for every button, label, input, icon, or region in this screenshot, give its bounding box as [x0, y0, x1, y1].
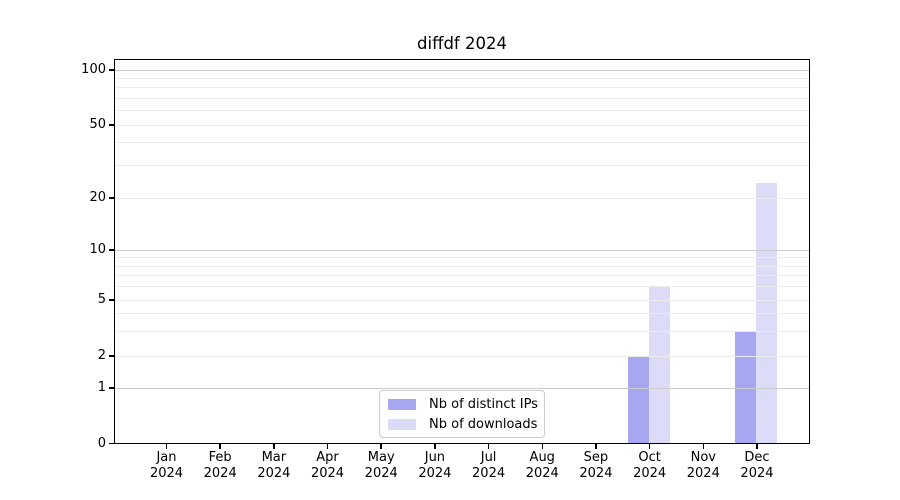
gridlines-layer: [115, 60, 809, 443]
x-tick-label: Oct 2024: [618, 450, 682, 482]
gridline-y-1: [115, 388, 809, 389]
x-tick-label: Nov 2024: [671, 450, 735, 482]
x-label-month: May: [367, 450, 395, 465]
gridline-y-80: [115, 87, 809, 88]
x-tick-jun: [434, 444, 436, 449]
y-tick-1: [109, 387, 114, 389]
y-tick-label: 1: [97, 380, 106, 395]
x-label-month: Apr: [316, 450, 339, 465]
gridline-y-5: [115, 300, 809, 301]
gridline-y-30: [115, 165, 809, 166]
y-tick-50: [109, 124, 114, 126]
y-tick-label: 50: [89, 117, 106, 132]
x-tick-jan: [165, 444, 168, 449]
bar-distinct-ips: [735, 330, 757, 443]
gridline-y-60: [115, 110, 809, 111]
y-tick-label: 10: [89, 242, 106, 257]
x-tick-label: Sep 2024: [564, 450, 628, 482]
x-label-year: 2024: [418, 466, 452, 481]
x-label-year: 2024: [364, 466, 398, 481]
x-label-month: Jan: [156, 450, 177, 465]
x-label-year: 2024: [579, 466, 613, 481]
gridline-y-9: [115, 257, 809, 258]
x-tick-label: Jul 2024: [457, 450, 521, 482]
x-label-month: Oct: [638, 450, 661, 465]
x-tick-feb: [219, 444, 221, 449]
x-label-month: Sep: [583, 450, 609, 465]
y-tick-10: [109, 249, 114, 251]
x-label-year: 2024: [686, 466, 720, 481]
x-label-month: Nov: [690, 450, 716, 465]
y-tick-label: 20: [89, 190, 106, 205]
gridline-y-20: [115, 198, 809, 199]
gridline-y-100: [115, 70, 809, 71]
gridline-y-10: [115, 250, 809, 251]
legend-swatch: [388, 398, 416, 410]
x-tick-label: Feb 2024: [188, 450, 252, 482]
x-label-month: Feb: [208, 450, 232, 465]
gridline-y-6: [115, 286, 809, 287]
x-label-year: 2024: [472, 466, 506, 481]
y-tick-0: [109, 442, 114, 445]
x-tick-label: Jun 2024: [403, 450, 467, 482]
legend-swatch: [388, 418, 416, 430]
x-tick-dec: [756, 444, 758, 449]
x-tick-label: Jan 2024: [135, 450, 199, 482]
x-label-year: 2024: [203, 466, 237, 481]
x-tick-mar: [273, 444, 275, 449]
y-tick-label: 2: [97, 348, 106, 363]
x-tick-nov: [702, 444, 705, 449]
x-tick-label: Aug 2024: [510, 450, 574, 482]
x-label-year: 2024: [525, 466, 559, 481]
gridline-y-40: [115, 142, 809, 143]
bar-downloads: [756, 182, 778, 443]
legend-label: Nb of distinct IPs: [429, 396, 538, 412]
x-tick-label: Apr 2024: [296, 450, 360, 482]
x-label-month: Mar: [261, 450, 287, 465]
x-tick-apr: [326, 444, 329, 449]
x-tick-may: [380, 444, 382, 449]
y-tick-label: 100: [81, 62, 106, 77]
x-label-year: 2024: [633, 466, 667, 481]
x-tick-label: Dec 2024: [725, 450, 789, 482]
x-tick-aug: [541, 444, 543, 449]
x-label-year: 2024: [149, 466, 184, 481]
bar-distinct-ips: [628, 355, 650, 443]
x-label-month: Jul: [480, 450, 497, 465]
y-tick-label: 5: [97, 292, 106, 307]
bars-layer: [115, 60, 809, 443]
plot-area: [114, 59, 810, 444]
x-tick-jul: [487, 444, 490, 449]
x-tick-oct: [648, 444, 651, 449]
legend-item: Nb of distinct IPs: [388, 394, 538, 414]
y-tick-100: [109, 69, 114, 71]
y-tick-2: [109, 355, 114, 357]
gridline-y-90: [115, 78, 809, 79]
x-label-month: Dec: [744, 450, 770, 465]
bar-downloads: [649, 286, 671, 443]
chart-title: diffdf 2024: [417, 34, 507, 53]
legend: Nb of distinct IPs Nb of downloads: [379, 390, 545, 438]
legend-label: Nb of downloads: [429, 416, 538, 432]
x-label-month: Jun: [424, 450, 446, 465]
x-label-year: 2024: [310, 466, 345, 481]
gridline-y-2: [115, 356, 809, 357]
gridline-y-4: [115, 313, 809, 314]
y-tick-label: 0: [97, 435, 106, 451]
gridline-y-7: [115, 275, 809, 276]
x-tick-label: May 2024: [349, 450, 413, 482]
x-tick-sep: [595, 444, 597, 449]
y-tick-5: [109, 299, 114, 301]
x-label-month: Aug: [529, 450, 555, 465]
legend-item: Nb of downloads: [388, 414, 538, 434]
gridline-y-3: [115, 331, 809, 332]
x-label-year: 2024: [257, 466, 291, 481]
gridline-y-50: [115, 125, 809, 126]
y-tick-20: [109, 197, 114, 199]
gridline-y-8: [115, 266, 809, 267]
gridline-y-70: [115, 98, 809, 99]
x-tick-label: Mar 2024: [242, 450, 306, 482]
x-label-year: 2024: [740, 466, 774, 481]
